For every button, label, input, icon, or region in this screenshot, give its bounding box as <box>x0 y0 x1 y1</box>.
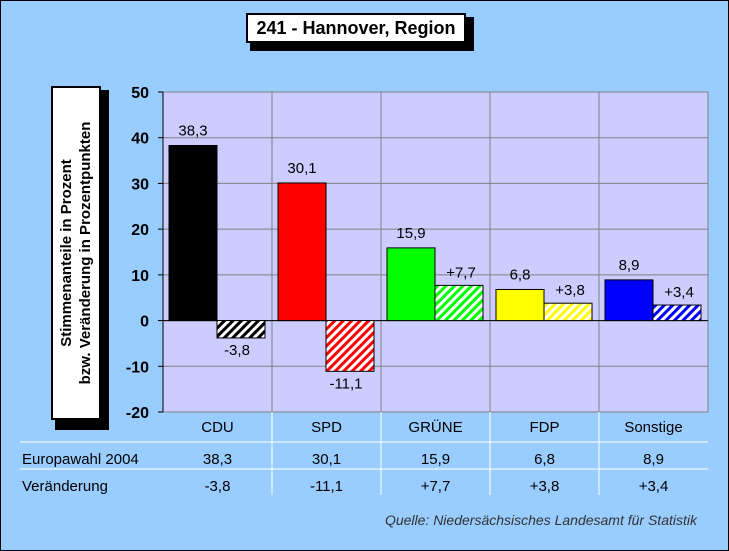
data-label-result: 30,1 <box>287 160 316 177</box>
title-shadow: 241 - Hannover, Region <box>246 13 474 51</box>
table-cell-result: 38,3 <box>203 451 232 468</box>
bar-cdu-result <box>168 144 218 322</box>
data-label-result: 6,8 <box>510 266 531 283</box>
table-cell-result: 8,9 <box>643 451 664 468</box>
bar-fdp-change <box>543 302 593 322</box>
ylabel-panel: Stimmenanteile in Prozent bzw. Veränderu… <box>51 86 101 420</box>
row-header-change: Veränderung <box>22 478 108 495</box>
data-label-change: +3,4 <box>664 284 694 301</box>
data-label-change: +3,8 <box>555 282 585 299</box>
bar-sonstige-change <box>652 304 702 322</box>
bar-grüne-change <box>434 284 484 322</box>
bar-sonstige-result <box>604 279 654 322</box>
data-label-change: -3,8 <box>224 342 250 359</box>
bar-grüne-result <box>386 247 436 322</box>
y-tick-label: -10 <box>126 359 149 376</box>
source-note: Quelle: Niedersächsisches Landesamt für … <box>384 512 697 528</box>
table-cell-change: +3,4 <box>639 478 669 495</box>
data-label-change: -11,1 <box>329 375 362 392</box>
table-cell-result: 6,8 <box>534 451 555 468</box>
category-label-grüne: GRÜNE <box>408 418 462 436</box>
table-cell-change: +3,8 <box>530 478 560 495</box>
table-cell-result: 15,9 <box>421 451 450 468</box>
data-label-change: +7,7 <box>446 264 476 281</box>
bar-fdp-result <box>495 288 545 322</box>
category-label-fdp: FDP <box>530 419 560 436</box>
bar-cdu-change <box>216 320 266 339</box>
bar-spd-result <box>277 182 327 322</box>
y-tick-label: -20 <box>126 405 149 422</box>
table-cell-change: -11,1 <box>310 478 343 495</box>
category-label-sonstige: Sonstige <box>624 419 682 436</box>
y-tick-label: 40 <box>131 131 149 148</box>
data-label-result: 38,3 <box>178 122 207 139</box>
category-label-spd: SPD <box>311 419 342 436</box>
y-tick-label: 20 <box>131 222 149 239</box>
table-cell-change: -3,8 <box>205 478 231 495</box>
ylabel-shadow: Stimmenanteile in Prozent bzw. Veränderu… <box>51 86 109 430</box>
bar-spd-change <box>325 320 375 372</box>
category-label-cdu: CDU <box>201 419 234 436</box>
table-cell-change: +7,7 <box>421 478 451 495</box>
chart-title: 241 - Hannover, Region <box>246 13 466 43</box>
y-tick-label: 10 <box>131 268 149 285</box>
row-header-result: Europawahl 2004 <box>22 451 139 468</box>
table-cell-result: 30,1 <box>312 451 341 468</box>
y-tick-label: 50 <box>131 85 149 102</box>
y-tick-label: 30 <box>131 176 149 193</box>
data-label-result: 15,9 <box>396 225 425 242</box>
y-tick-label: 0 <box>140 314 149 331</box>
data-label-result: 8,9 <box>619 257 640 274</box>
